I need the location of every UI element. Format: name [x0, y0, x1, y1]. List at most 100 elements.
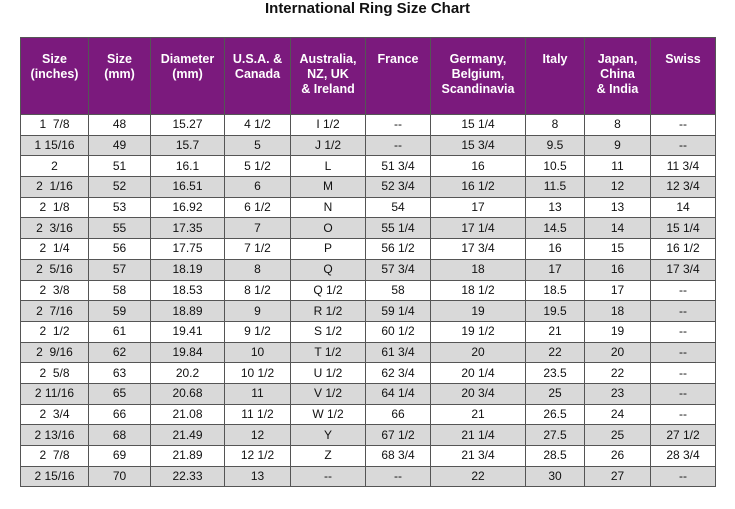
table-cell: 48	[88, 114, 151, 136]
table-cell: 64 1/4	[365, 382, 431, 405]
table-cell: 19	[584, 320, 651, 343]
column-header: Size (inches)	[20, 37, 89, 115]
table-cell: 61	[88, 320, 151, 343]
table-cell: 53	[88, 196, 151, 219]
table-cell: Z	[290, 445, 366, 467]
table-cell: 17 3/4	[430, 238, 526, 260]
table-cell: 65	[88, 382, 151, 405]
table-cell: 68	[88, 424, 151, 446]
table-cell: 2 13/16	[20, 424, 89, 446]
table-row: 2 1/2 61 19.41 9 1/2 S 1/2 60 1/2 19 1/2 21 19 --	[20, 320, 716, 343]
table-cell: 8	[224, 258, 291, 281]
table-cell: 17	[525, 258, 585, 281]
table-cell: --	[650, 320, 716, 343]
table-row: 2 3/4 66 21.08 11 1/2 W 1/2 66 21 26.5 24 --	[20, 403, 716, 426]
table-cell: 15 3/4	[430, 134, 526, 157]
table-cell: 58	[88, 279, 151, 302]
table-cell: M	[290, 176, 366, 198]
table-cell: R 1/2	[290, 300, 366, 322]
table-cell: 16 1/2	[650, 238, 716, 260]
table-cell: --	[650, 134, 716, 157]
table-cell: Q	[290, 258, 366, 281]
table-row: 2 5/16 57 18.19 8 Q 57 3/4 18 17 16 17 3/4	[20, 258, 716, 281]
table-cell: 69	[88, 445, 151, 467]
table-cell: 19 1/2	[430, 320, 526, 343]
table-row: 1 15/16 49 15.7 5 J 1/2 -- 15 3/4 9.5 9 --	[20, 134, 716, 157]
table-cell: 15	[584, 238, 651, 260]
table-cell: J 1/2	[290, 134, 366, 157]
table-cell: 16.92	[150, 196, 225, 219]
table-cell: 25	[584, 424, 651, 446]
table-cell: L	[290, 155, 366, 178]
table-row: 2 7/8 69 21.89 12 1/2 Z 68 3/4 21 3/4 28.5 26 28 …	[20, 445, 716, 467]
table-cell: 52	[88, 176, 151, 198]
table-cell: 1 7/8	[20, 114, 89, 136]
table-cell: Q 1/2	[290, 279, 366, 302]
table-cell: 51 3/4	[365, 155, 431, 178]
table-row: 2 7/16 59 18.89 9 R 1/2 59 1/4 19 19.5 18 --	[20, 300, 716, 322]
table-cell: 56	[88, 238, 151, 260]
table-cell: 8	[525, 114, 585, 136]
table-cell: 19.5	[525, 300, 585, 322]
table-cell: 7 1/2	[224, 238, 291, 260]
table-cell: 22	[525, 341, 585, 364]
table-cell: 15.27	[150, 114, 225, 136]
table-cell: 17	[430, 196, 526, 219]
table-cell: 17.75	[150, 238, 225, 260]
table-cell: 2 3/8	[20, 279, 89, 302]
table-cell: P	[290, 238, 366, 260]
table-cell: 17 3/4	[650, 258, 716, 281]
table-row: 2 3/8 58 18.53 8 1/2 Q 1/2 58 18 1/2 18.5 17 --	[20, 279, 716, 302]
table-cell: 10 1/2	[224, 362, 291, 384]
table-cell: 2 3/4	[20, 403, 89, 426]
table-cell: V 1/2	[290, 382, 366, 405]
table-cell: --	[650, 341, 716, 364]
table-cell: 2	[20, 155, 89, 178]
table-cell: 4 1/2	[224, 114, 291, 136]
table-cell: 27 1/2	[650, 424, 716, 446]
table-cell: 22	[584, 362, 651, 384]
table-cell: 16 1/2	[430, 176, 526, 198]
table-cell: 11 1/2	[224, 403, 291, 426]
table-cell: 59 1/4	[365, 300, 431, 322]
table-row: 2 1/4 56 17.75 7 1/2 P 56 1/2 17 3/4 16 15 16 1/2	[20, 238, 716, 260]
table-cell: 20	[430, 341, 526, 364]
table-cell: 14	[650, 196, 716, 219]
table-cell: 16.1	[150, 155, 225, 178]
table-cell: 21 3/4	[430, 445, 526, 467]
table-cell: 52 3/4	[365, 176, 431, 198]
table-cell: 67 1/2	[365, 424, 431, 446]
table-cell: 15 1/4	[430, 114, 526, 136]
table-cell: --	[650, 465, 716, 488]
table-cell: 2 7/8	[20, 445, 89, 467]
column-header: Japan, China & India	[584, 37, 651, 115]
table-cell: 27	[584, 465, 651, 488]
table-cell: O	[290, 217, 366, 240]
table-cell: 18.89	[150, 300, 225, 322]
table-cell: 20 3/4	[430, 382, 526, 405]
table-cell: --	[650, 300, 716, 322]
table-cell: 12 3/4	[650, 176, 716, 198]
table-cell: Y	[290, 424, 366, 446]
table-cell: 9 1/2	[224, 320, 291, 343]
column-header: U.S.A. & Canada	[224, 37, 291, 115]
table-cell: 1 15/16	[20, 134, 89, 157]
table-cell: 6 1/2	[224, 196, 291, 219]
column-header: Size (mm)	[88, 37, 151, 115]
column-header: Germany, Belgium, Scandinavia	[430, 37, 526, 115]
table-cell: 14	[584, 217, 651, 240]
table-cell: 27.5	[525, 424, 585, 446]
table-cell: 26.5	[525, 403, 585, 426]
table-cell: 18.53	[150, 279, 225, 302]
table-cell: 2 1/16	[20, 176, 89, 198]
table-cell: 10	[224, 341, 291, 364]
column-header: France	[365, 37, 431, 115]
table-cell: 28.5	[525, 445, 585, 467]
table-cell: 49	[88, 134, 151, 157]
table-row: 2 5/8 63 20.2 10 1/2 U 1/2 62 3/4 20 1/4 23.5 22…	[20, 362, 716, 384]
table-cell: 19	[430, 300, 526, 322]
table-cell: --	[290, 465, 366, 488]
table-cell: --	[650, 403, 716, 426]
table-cell: 12	[224, 424, 291, 446]
table-cell: 7	[224, 217, 291, 240]
